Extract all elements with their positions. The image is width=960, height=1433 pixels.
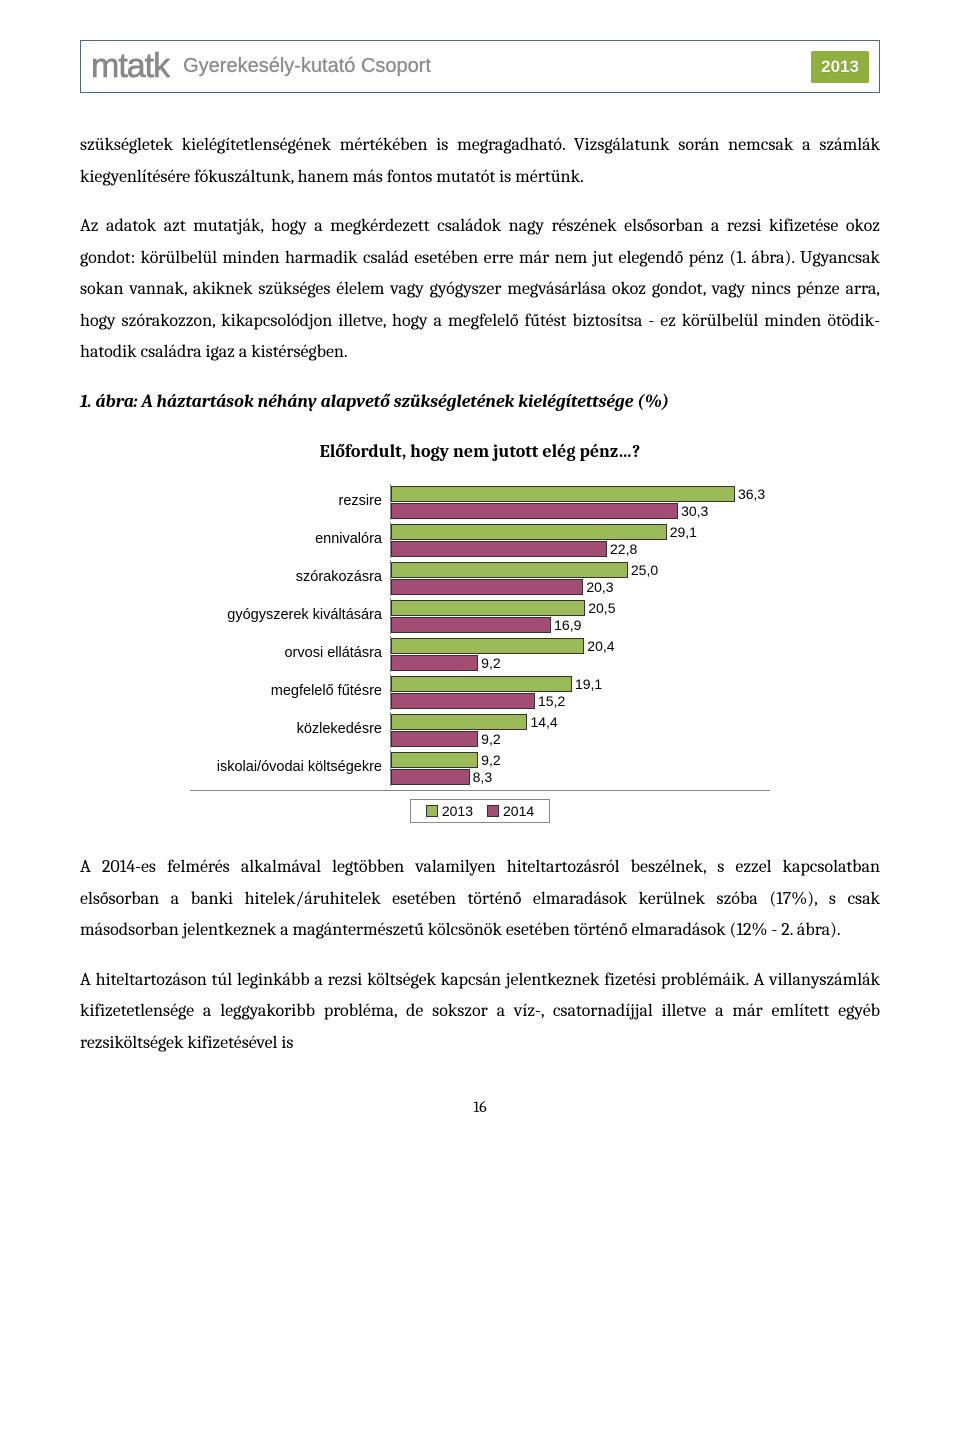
- chart-bar-2014: 30,3: [391, 503, 678, 519]
- chart-bar-value: 8,3: [469, 769, 492, 785]
- chart-row: közlekedésre14,49,2: [190, 712, 770, 748]
- page-header: mtatk Gyerekesély-kutató Csoport 2013: [80, 40, 880, 93]
- chart-bar-2014: 20,3: [391, 579, 583, 595]
- chart-bar-2013: 9,2: [391, 752, 478, 768]
- chart-bars-group: 36,330,3: [390, 484, 770, 520]
- chart-container: Előfordult, hogy nem jutott elég pénz…? …: [190, 441, 770, 823]
- chart-bar-2013: 20,4: [391, 638, 584, 654]
- chart-row: gyógyszerek kiváltására20,516,9: [190, 598, 770, 634]
- chart-bars-group: 20,516,9: [390, 598, 770, 634]
- chart-bar-2013: 36,3: [391, 486, 735, 502]
- chart-row: ennivalóra29,122,8: [190, 522, 770, 558]
- paragraph-4: A hiteltartozáson túl leginkább a rezsi …: [80, 964, 880, 1059]
- chart-row: orvosi ellátásra20,49,2: [190, 636, 770, 672]
- paragraph-1: szükségletek kielégítetlenségének mérték…: [80, 129, 880, 192]
- chart-bar-2013: 19,1: [391, 676, 572, 692]
- chart-bar-2013: 20,5: [391, 600, 585, 616]
- chart-bar-2014: 9,2: [391, 655, 478, 671]
- legend-label-2014: 2014: [503, 803, 534, 819]
- logo: mtatk: [91, 47, 169, 86]
- chart-category-label: közlekedésre: [190, 712, 390, 748]
- chart-bar-value: 25,0: [627, 562, 658, 578]
- page-number: 16: [80, 1098, 880, 1116]
- chart-row: iskolai/óvodai költségekre9,28,3: [190, 750, 770, 786]
- chart-category-label: szórakozásra: [190, 560, 390, 596]
- chart-bars-group: 9,28,3: [390, 750, 770, 786]
- chart-bars-group: 20,49,2: [390, 636, 770, 672]
- legend-label-2013: 2013: [442, 803, 473, 819]
- chart-caption: 1. ábra: A háztartások néhány alapvető s…: [80, 386, 880, 418]
- chart-category-label: orvosi ellátásra: [190, 636, 390, 672]
- chart-title: Előfordult, hogy nem jutott elég pénz…?: [190, 441, 770, 462]
- chart-row: megfelelő fűtésre19,115,2: [190, 674, 770, 710]
- chart-bar-value: 20,5: [584, 600, 615, 616]
- legend-swatch-2014: [487, 805, 499, 817]
- chart-row: szórakozásra25,020,3: [190, 560, 770, 596]
- header-subtitle: Gyerekesély-kutató Csoport: [183, 55, 431, 78]
- legend-item-2014: 2014: [487, 803, 534, 819]
- header-year-badge: 2013: [811, 51, 869, 83]
- paragraph-3: A 2014-es felmérés alkalmával legtöbben …: [80, 851, 880, 946]
- chart-category-label: ennivalóra: [190, 522, 390, 558]
- chart-bars-group: 19,115,2: [390, 674, 770, 710]
- chart-bar-2014: 15,2: [391, 693, 535, 709]
- chart-category-label: rezsire: [190, 484, 390, 520]
- chart-bar-2013: 25,0: [391, 562, 628, 578]
- paragraph-2: Az adatok azt mutatják, hogy a megkérdez…: [80, 210, 880, 368]
- chart-bar-2014: 8,3: [391, 769, 470, 785]
- chart-bar-value: 15,2: [534, 693, 565, 709]
- chart-bar-value: 20,4: [583, 638, 614, 654]
- chart-bar-value: 9,2: [477, 752, 500, 768]
- chart-bar-value: 9,2: [477, 731, 500, 747]
- chart-legend: 2013 2014: [410, 799, 550, 823]
- chart-bar-value: 36,3: [734, 486, 765, 502]
- chart-category-label: iskolai/óvodai költségekre: [190, 750, 390, 786]
- chart-bar-value: 9,2: [477, 655, 500, 671]
- chart-bar-2014: 9,2: [391, 731, 478, 747]
- chart-bar-value: 14,4: [526, 714, 557, 730]
- chart-bar-2014: 22,8: [391, 541, 607, 557]
- chart-bar-value: 30,3: [677, 503, 708, 519]
- chart-category-label: megfelelő fűtésre: [190, 674, 390, 710]
- chart-bar-value: 16,9: [550, 617, 581, 633]
- chart-bar-value: 20,3: [582, 579, 613, 595]
- chart-category-label: gyógyszerek kiváltására: [190, 598, 390, 634]
- chart-row: rezsire36,330,3: [190, 484, 770, 520]
- legend-item-2013: 2013: [426, 803, 473, 819]
- header-left: mtatk Gyerekesély-kutató Csoport: [91, 47, 431, 86]
- chart-bars-group: 29,122,8: [390, 522, 770, 558]
- chart-plot-area: rezsire36,330,3ennivalóra29,122,8szórako…: [190, 482, 770, 791]
- chart-bars-group: 25,020,3: [390, 560, 770, 596]
- chart-bar-2014: 16,9: [391, 617, 551, 633]
- chart-bars-group: 14,49,2: [390, 712, 770, 748]
- chart-bar-value: 19,1: [571, 676, 602, 692]
- chart-bar-2013: 14,4: [391, 714, 527, 730]
- chart-bar-2013: 29,1: [391, 524, 667, 540]
- chart-bar-value: 29,1: [666, 524, 697, 540]
- legend-swatch-2013: [426, 805, 438, 817]
- chart-bar-value: 22,8: [606, 541, 637, 557]
